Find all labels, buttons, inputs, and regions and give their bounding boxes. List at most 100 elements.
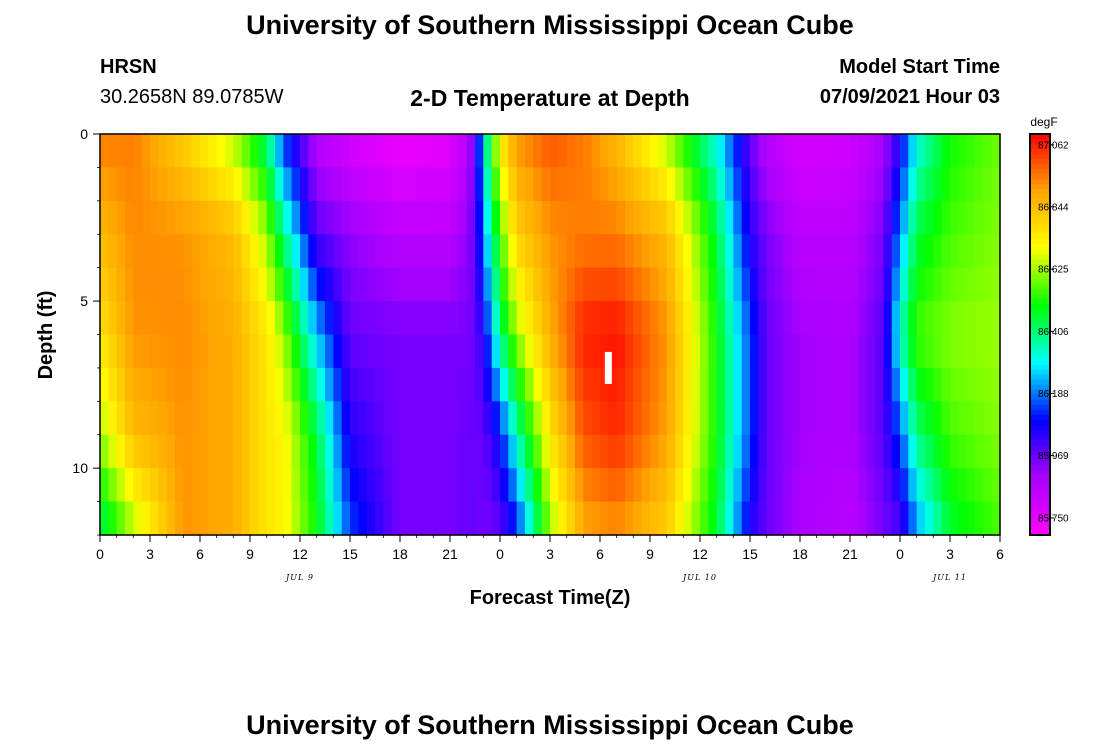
heatmap-cell [700,434,709,469]
heatmap-cell [600,501,609,536]
heatmap-cell [166,200,176,235]
heatmap-cell [516,501,526,536]
heatmap-cell [566,434,576,469]
heatmap-cell [616,501,626,536]
heatmap-cell [816,134,826,169]
heatmap-cell [766,301,776,336]
heatmap-cell [700,401,709,436]
heatmap-cell [258,267,268,302]
heatmap-cell [500,301,509,336]
heatmap-cell [358,334,368,369]
heatmap-cell [550,267,559,302]
heatmap-cell [250,134,259,169]
heatmap-cell [300,334,309,369]
heatmap-cell [525,167,534,202]
heatmap-cell [650,234,659,269]
colorbar-segment [1030,324,1050,331]
heatmap-cell [133,301,143,336]
heatmap-cell [158,501,168,536]
heatmap-cell [208,267,218,302]
heatmap-cell [891,234,901,269]
heatmap-cell [991,267,1001,302]
heatmap-cell [241,234,251,269]
heatmap-cell [791,301,801,336]
heatmap-cell [383,134,393,169]
heatmap-cell [458,401,468,436]
colorbar-segment [1030,224,1050,230]
heatmap-cell [933,234,943,269]
heatmap-cell [450,267,459,302]
heatmap-cell [991,167,1001,202]
heatmap-cell [433,334,443,369]
heatmap-cell [341,468,351,503]
heatmap-cell [358,134,368,169]
heatmap-cell [808,468,818,503]
colorbar-segment [1030,424,1050,431]
heatmap-cell [591,267,601,302]
heatmap-cell [616,401,626,436]
heatmap-cell [566,134,576,169]
heatmap-cell [666,267,676,302]
heatmap-cell [300,267,309,302]
x-tick-label: 12 [292,546,308,562]
heatmap-cell [150,267,159,302]
heatmap-cell [891,267,901,302]
heatmap-cell [708,167,718,202]
heatmap-cell [941,334,951,369]
heatmap-cell [550,167,559,202]
heatmap-cell [383,234,393,269]
heatmap-cell [708,434,718,469]
heatmap-cell [841,468,851,503]
heatmap-cell [925,234,934,269]
heatmap-cell [275,401,284,436]
heatmap-cell [391,167,401,202]
colorbar-segment [1030,484,1050,491]
heatmap-cell [291,501,301,536]
heatmap-cell [850,134,859,169]
heatmap-cell [858,167,868,202]
heatmap-cell [250,167,259,202]
heatmap-cell [316,200,326,235]
colorbar-segment [1030,169,1050,175]
heatmap-cell [416,401,426,436]
heatmap-cell [375,301,384,336]
heatmap-cell [325,234,334,269]
heatmap-cell [966,134,976,169]
colorbar-tick-label: 85.750 [1038,513,1069,524]
heatmap-cell [525,234,534,269]
heatmap-cell [541,167,551,202]
heatmap-cell [708,367,718,402]
heatmap-cell [966,367,976,402]
heatmap-cell [316,301,326,336]
heatmap-cell [975,301,984,336]
heatmap-cell [800,267,809,302]
heatmap-cell [158,267,168,302]
heatmap-cell [225,267,234,302]
heatmap-cell [300,501,309,536]
colorbar-segment [1030,154,1050,160]
heatmap-cell [108,434,118,469]
heatmap-cell [491,167,501,202]
heatmap-cell [483,401,493,436]
colorbar-segment [1030,334,1050,341]
heatmap-cell [200,468,209,503]
heatmap-cell [358,200,368,235]
heatmap-cell [641,501,651,536]
heatmap-cell [708,501,718,536]
heatmap-cell [766,334,776,369]
heatmap-cell [725,301,734,336]
heatmap-cell [308,234,318,269]
heatmap-cell [750,267,759,302]
heatmap-cell [400,301,409,336]
heatmap-cell [150,301,159,336]
colorbar-segment [1030,234,1050,240]
heatmap-cell [441,501,451,536]
heatmap-cell [883,334,893,369]
heatmap-cell [525,267,534,302]
heatmap-cell [575,234,584,269]
heatmap-cell [383,267,393,302]
colorbar-segment [1030,479,1050,486]
heatmap-cell [925,401,934,436]
heatmap-cell [675,434,684,469]
heatmap-cell [983,334,993,369]
